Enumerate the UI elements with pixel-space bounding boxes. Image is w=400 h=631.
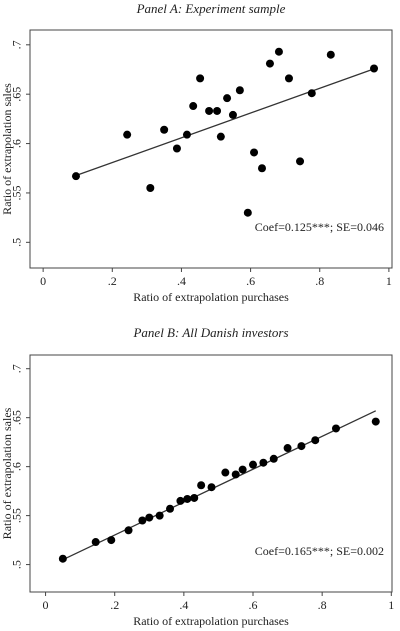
y-tick-label: .65 (10, 87, 24, 102)
data-point (269, 454, 278, 463)
data-point (216, 132, 225, 141)
y-tick-label: .55 (10, 508, 24, 523)
data-point (243, 208, 252, 217)
data-point (123, 130, 132, 139)
data-point (182, 130, 191, 139)
data-point (284, 74, 293, 83)
data-point (213, 106, 222, 115)
data-point (207, 483, 216, 492)
x-tick-label: .6 (249, 598, 258, 612)
y-axis-label: Ratio of extrapolation sales (0, 407, 14, 539)
x-tick-label: 0 (40, 274, 46, 288)
data-point (190, 493, 199, 502)
x-tick-label: .4 (179, 598, 188, 612)
data-point (221, 468, 230, 477)
data-point (274, 47, 283, 56)
y-axis-label: Ratio of extrapolation sales (0, 83, 14, 215)
data-point (223, 94, 232, 103)
plot-frame (29, 29, 393, 269)
data-point (146, 184, 155, 193)
data-point (250, 148, 259, 157)
plot-frame (29, 354, 393, 593)
data-point (235, 86, 244, 95)
data-point (228, 110, 237, 119)
data-point (107, 536, 116, 545)
data-point (166, 504, 175, 513)
data-point (371, 417, 380, 426)
data-point (138, 516, 147, 525)
data-point (231, 470, 240, 479)
data-point (249, 460, 258, 469)
fit-line (62, 410, 377, 561)
x-tick-label: .2 (110, 598, 119, 612)
y-tick-label: .5 (10, 560, 24, 569)
data-point (307, 89, 316, 98)
y-tick-label: .7 (10, 40, 24, 49)
data-point (196, 74, 205, 83)
y-tick-label: .5 (10, 238, 24, 247)
x-tick-label: 0 (43, 598, 49, 612)
data-point (58, 554, 67, 563)
panel-title: Panel B: All Danish investors (132, 325, 288, 340)
data-point (265, 59, 274, 68)
data-point (145, 513, 154, 522)
data-point (311, 436, 320, 445)
data-point (259, 458, 268, 467)
data-point (331, 424, 340, 433)
data-point (91, 538, 100, 547)
data-point (160, 125, 169, 134)
fit-line (74, 67, 376, 177)
x-tick-label: .2 (108, 274, 117, 288)
data-point (176, 496, 185, 505)
data-point (205, 106, 214, 115)
y-tick-label: .65 (10, 410, 24, 425)
data-point (257, 164, 266, 173)
data-point (71, 172, 80, 181)
x-tick-label: .8 (315, 274, 324, 288)
y-tick-label: .55 (10, 185, 24, 200)
panel-title: Panel A: Experiment sample (136, 1, 286, 16)
data-point (172, 144, 181, 153)
data-point (197, 481, 206, 490)
x-tick-label: .4 (177, 274, 186, 288)
data-point (283, 444, 292, 453)
y-tick-label: .6 (10, 462, 24, 471)
x-tick-label: 1 (386, 274, 392, 288)
data-point (326, 50, 335, 59)
data-point (238, 465, 247, 474)
annotation: Coef=0.125***; SE=0.046 (255, 220, 384, 234)
data-point (124, 526, 133, 535)
x-axis-label: Ratio of extrapolation purchases (133, 614, 289, 628)
data-point (189, 102, 198, 111)
x-tick-label: 1 (388, 598, 394, 612)
data-point (297, 442, 306, 451)
data-point (155, 511, 164, 520)
y-tick-label: .7 (10, 364, 24, 373)
y-tick-label: .6 (10, 139, 24, 148)
x-tick-label: .6 (246, 274, 255, 288)
data-point (370, 64, 379, 73)
x-tick-label: .8 (318, 598, 327, 612)
data-point (296, 157, 305, 166)
x-axis-label: Ratio of extrapolation purchases (133, 290, 289, 304)
annotation: Coef=0.165***; SE=0.002 (255, 544, 384, 558)
data-point (183, 494, 192, 503)
